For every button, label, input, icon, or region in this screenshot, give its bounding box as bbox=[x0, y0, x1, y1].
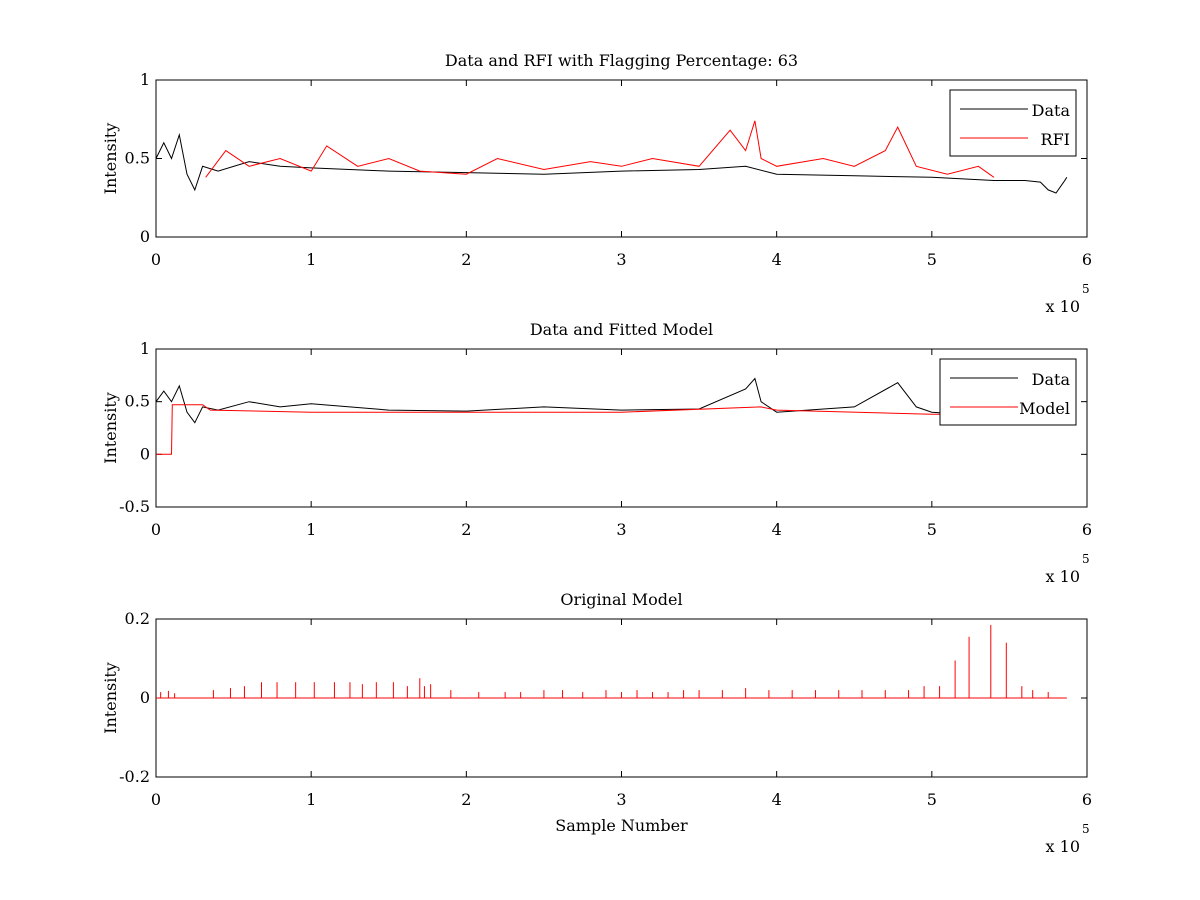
panel1-xtick-label: 6 bbox=[1082, 250, 1092, 269]
panel1-xtick-label: 3 bbox=[616, 250, 626, 269]
panel1-legend-box bbox=[949, 89, 1077, 157]
panel1-series-line-rfi bbox=[205, 120, 995, 178]
panel2-series-line-model bbox=[156, 404, 963, 455]
panel1-ytick-label: 1 bbox=[140, 70, 150, 89]
panel2-ytick-label: 0.5 bbox=[125, 392, 150, 411]
panel2-legend-box bbox=[939, 358, 1077, 426]
panel1-legend-label: Data bbox=[1032, 101, 1071, 120]
panel1-xtick-label: 0 bbox=[151, 250, 161, 269]
panel2-xtick-label: 0 bbox=[151, 520, 161, 539]
panel1-ytick-label: 0 bbox=[140, 227, 150, 246]
panel2-legend-label: Data bbox=[1032, 370, 1071, 389]
panel1-xtick-label: 4 bbox=[772, 250, 782, 269]
panel3-ylabel: Intensity bbox=[101, 662, 120, 734]
panel3-xlabel: Sample Number bbox=[555, 816, 688, 835]
panel3-xtick-label: 2 bbox=[461, 790, 471, 809]
panel1-x-multiplier-exponent: 5 bbox=[1082, 282, 1090, 296]
panel1-axes-box bbox=[155, 79, 1088, 238]
panel3-xtick-label: 6 bbox=[1082, 790, 1092, 809]
panel2-xtick-label: 4 bbox=[772, 520, 782, 539]
panel2-ytick-label: 1 bbox=[140, 339, 150, 358]
panel2-legend-label: Model bbox=[1019, 399, 1070, 418]
panel3-x-multiplier: x 10 bbox=[1046, 837, 1080, 856]
panel3-xtick-label: 0 bbox=[151, 790, 161, 809]
panel3-xtick-label: 1 bbox=[306, 790, 316, 809]
panel1-ytick-label: 0.5 bbox=[125, 149, 150, 168]
panel1-xtick-label: 2 bbox=[461, 250, 471, 269]
panel2-xtick-label: 6 bbox=[1082, 520, 1092, 539]
panel2-xtick-label: 2 bbox=[461, 520, 471, 539]
panel2-xtick-label: 5 bbox=[927, 520, 937, 539]
panel2-ylabel: Intensity bbox=[101, 392, 120, 464]
panel2-axes-box bbox=[155, 348, 1088, 508]
panel2-title: Data and Fitted Model bbox=[530, 320, 713, 339]
panel3-xtick-label: 4 bbox=[772, 790, 782, 809]
panel2-ytick-label: 0 bbox=[140, 444, 150, 463]
panel2-x-multiplier: x 10 bbox=[1046, 567, 1080, 586]
panel3-x-multiplier-exponent: 5 bbox=[1082, 822, 1090, 836]
panel2-xtick-label: 3 bbox=[616, 520, 626, 539]
panel2-xtick-label: 1 bbox=[306, 520, 316, 539]
panel2-x-multiplier-exponent: 5 bbox=[1082, 552, 1090, 566]
panel1-x-multiplier: x 10 bbox=[1046, 297, 1080, 316]
panel1-xtick-label: 1 bbox=[306, 250, 316, 269]
panel3-ytick-label: 0.2 bbox=[125, 609, 150, 628]
panel3-xtick-label: 5 bbox=[927, 790, 937, 809]
panel1-legend-label: RFI bbox=[1041, 130, 1070, 149]
panel1-series-line-data bbox=[155, 132, 1068, 194]
panel3-xtick-label: 3 bbox=[616, 790, 626, 809]
panel3-title: Original Model bbox=[560, 590, 682, 609]
panel2-ytick-label: -0.5 bbox=[119, 497, 150, 516]
panel1-title: Data and RFI with Flagging Percentage: 6… bbox=[445, 51, 798, 70]
panel1-xtick-label: 5 bbox=[927, 250, 937, 269]
panel1-ylabel: Intensity bbox=[101, 123, 120, 195]
panel3-ytick-label: 0 bbox=[140, 688, 150, 707]
panel3-ytick-label: -0.2 bbox=[119, 767, 150, 786]
